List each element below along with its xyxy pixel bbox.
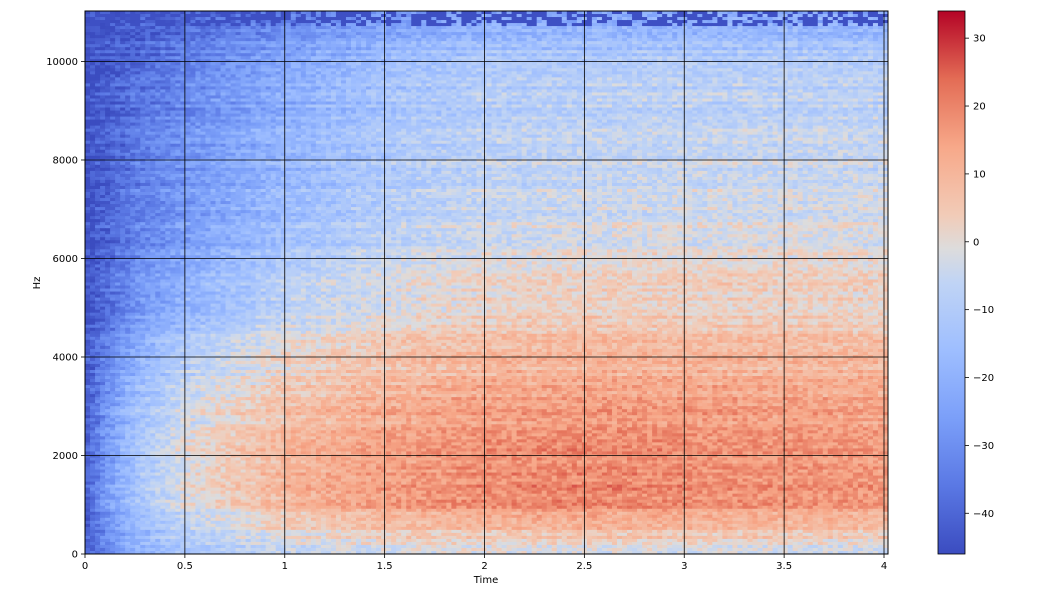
spectrogram-heatmap (85, 11, 889, 555)
spectrogram-plot-area (85, 11, 889, 555)
